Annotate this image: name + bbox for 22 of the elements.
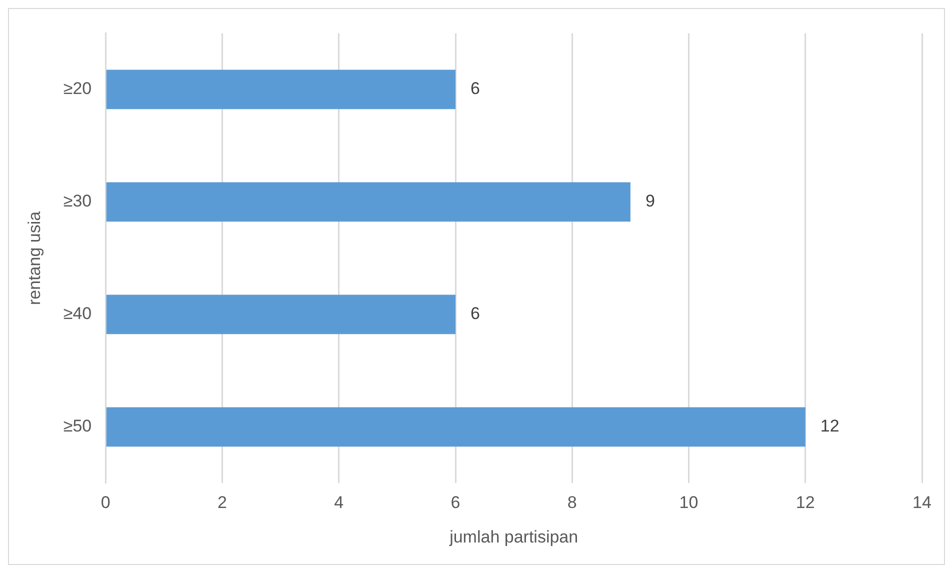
x-tick-label: 8 [567,493,577,512]
y-tick-label: ≥20 [63,79,92,98]
x-tick-label: 2 [218,493,227,512]
y-tick-label: ≥50 [63,416,92,436]
bar [106,294,456,334]
x-tick-label: 0 [100,493,110,512]
bar [106,182,630,222]
x-tick-label: 14 [912,493,932,512]
bar [106,407,806,447]
data-label: 6 [470,304,480,324]
y-tick-label: ≥30 [63,192,92,211]
x-tick-label: 10 [679,493,698,512]
bar [106,70,456,110]
y-tick-label: ≥40 [63,304,92,324]
data-label: 6 [470,79,480,98]
x-axis-title: jumlah partisipan [448,527,578,546]
x-tick-label: 4 [334,493,344,512]
x-tick-label: 6 [450,493,460,512]
x-tick-label: 12 [796,493,815,512]
data-label: 12 [820,416,840,436]
y-axis-title: rentang usia [24,210,44,305]
data-label: 9 [645,192,655,211]
